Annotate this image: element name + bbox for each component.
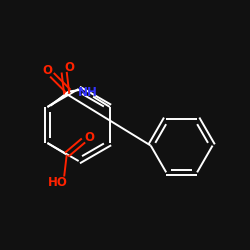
Text: NH: NH <box>78 86 98 99</box>
Text: O: O <box>64 61 74 74</box>
Text: O: O <box>84 131 94 144</box>
Text: HO: HO <box>48 176 68 189</box>
Text: O: O <box>42 64 52 78</box>
